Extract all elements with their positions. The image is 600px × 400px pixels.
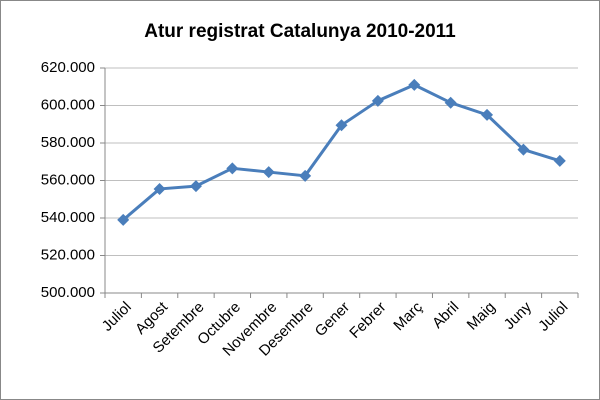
data-point <box>299 169 312 182</box>
data-point <box>444 96 457 109</box>
y-tick-label: 520.000 <box>41 246 95 263</box>
y-tick-label: 540.000 <box>41 209 95 226</box>
y-tick-label: 600.000 <box>41 96 95 113</box>
data-point <box>153 182 166 195</box>
data-point <box>553 154 566 167</box>
data-point <box>189 180 202 193</box>
y-tick-label: 620.000 <box>41 59 95 76</box>
data-point <box>262 166 275 179</box>
data-point <box>335 119 348 132</box>
data-point <box>226 162 239 175</box>
y-tick-label: 580.000 <box>41 134 95 151</box>
data-point <box>117 213 130 226</box>
y-tick-label: 560.000 <box>41 171 95 188</box>
data-point <box>371 94 384 107</box>
y-tick-label: 500.000 <box>41 284 95 301</box>
data-point <box>481 108 494 121</box>
chart-title: Atur registrat Catalunya 2010-2011 <box>144 21 456 42</box>
data-point <box>517 143 530 156</box>
data-point <box>408 78 421 91</box>
